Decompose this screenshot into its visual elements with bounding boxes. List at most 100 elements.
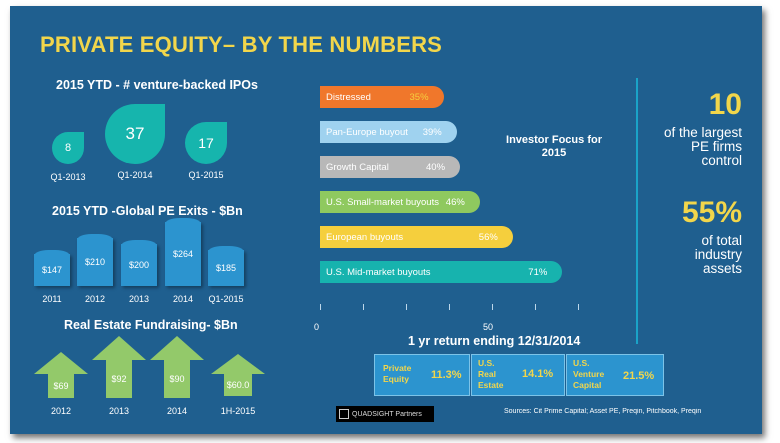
return-label-line: Real — [478, 369, 496, 379]
ipo-leaf-q1-2013: 8 — [52, 132, 84, 164]
exits-heading: 2015 YTD -Global PE Exits - $Bn — [52, 204, 243, 218]
bar-value-label: 40% — [426, 161, 446, 173]
re-label: 2014 — [166, 406, 188, 416]
exit-value: $210 — [84, 257, 106, 267]
bar: European buyouts 56% — [320, 226, 513, 248]
re-label: 2013 — [108, 406, 130, 416]
company-logo: QUADSIGHT Partners — [336, 406, 434, 422]
ipo-leaf-q1-2014: 37 — [105, 104, 165, 164]
arrow-stem: $69 — [48, 374, 74, 398]
exit-bar-2012: $210 — [77, 234, 113, 286]
chart-title: Investor Focus for 2015 — [506, 134, 602, 159]
arrow-head — [150, 336, 204, 360]
arrow-2014: $90 — [150, 336, 204, 398]
return-label-line: Venture — [573, 369, 605, 379]
stat-text-2: of total industry assets — [640, 234, 742, 276]
sources-note: Sources: Cit Prime Capital; Asset PE, Pr… — [504, 408, 702, 415]
bar-value-label: 56% — [478, 231, 498, 243]
stat-line: of total — [701, 233, 742, 248]
axis-tick — [492, 304, 493, 310]
re-label: 1H-2015 — [220, 406, 256, 416]
bar-category-label: U.S. Small-market buyouts — [326, 196, 439, 208]
re-value: $90 — [169, 374, 185, 384]
bar-value-label: 35% — [409, 91, 429, 103]
axis-tick-label: 0 — [314, 322, 320, 332]
arrow-stem: $60.0 — [224, 374, 252, 396]
bar: Growth Capital 40% — [320, 156, 460, 178]
page-title: PRIVATE EQUITY– BY THE NUMBERS — [40, 32, 443, 57]
return-label: Private Equity — [383, 363, 411, 385]
stat-line: industry — [694, 247, 742, 262]
arrow-2012: $69 — [34, 352, 88, 398]
exit-value: $264 — [172, 249, 194, 259]
return-value: 11.3% — [431, 369, 462, 381]
arrow-stem: $90 — [164, 360, 190, 398]
return-box-real-estate: U.S. Real Estate 14.1% — [471, 354, 565, 396]
return-box-venture-capital: U.S. Venture Capital 21.5% — [566, 354, 664, 396]
ipo-label: Q1-2015 — [188, 170, 224, 180]
stat-line: control — [701, 153, 742, 168]
axis-tick — [535, 304, 536, 310]
arrow-head — [211, 354, 265, 374]
investor-focus-chart: Distressed 35% Pan-Europe buyout 39% Growth … — [10, 6, 762, 434]
returns-heading: 1 yr return ending 12/31/2014 — [408, 334, 581, 348]
arrow-stem: $92 — [106, 360, 132, 398]
ipo-value: 8 — [64, 142, 72, 154]
axis-tick — [578, 304, 579, 310]
exit-value: $185 — [215, 263, 237, 273]
stat-line: of the largest — [663, 125, 742, 140]
arrow-head — [34, 352, 88, 374]
exit-bar-q1-2015: $185 — [208, 246, 244, 286]
bar: Pan-Europe buyout 39% — [320, 121, 457, 143]
real-estate-heading: Real Estate Fundraising- $Bn — [64, 318, 238, 332]
exit-label: Q1-2015 — [208, 294, 244, 304]
bar-value-label: 39% — [422, 126, 442, 138]
axis-tick — [449, 304, 450, 310]
exit-bar-2014: $264 — [165, 218, 201, 286]
return-label: U.S. Real Estate — [478, 358, 504, 391]
axis-tick — [320, 304, 321, 310]
exit-value: $147 — [41, 265, 63, 275]
ipo-label: Q1-2013 — [50, 172, 86, 182]
exit-label: 2012 — [84, 294, 106, 304]
stat-text-1: of the largest PE firms control — [640, 126, 742, 168]
ipos-heading: 2015 YTD - # venture-backed IPOs — [56, 78, 258, 92]
bar-value-label: 46% — [445, 196, 465, 208]
bar-value-label: 71% — [528, 266, 548, 278]
return-value: 21.5% — [623, 370, 655, 382]
stat-big-number-1: 10 — [708, 88, 742, 121]
bar-category-label: Distressed — [326, 91, 371, 103]
logo-text: QUADSIGHT Partners — [352, 410, 422, 418]
bar-category-label: European buyouts — [326, 231, 404, 243]
ipo-leaf-q1-2015: 17 — [185, 122, 227, 164]
exit-label: 2013 — [128, 294, 150, 304]
bar: U.S. Small-market buyouts 46% — [320, 191, 480, 213]
re-label: 2012 — [50, 406, 72, 416]
exit-value: $200 — [128, 260, 150, 270]
return-box-private-equity: Private Equity 11.3% — [374, 354, 470, 396]
return-label-line: Capital — [573, 380, 602, 390]
bar-category-label: Growth Capital — [326, 161, 389, 173]
return-label: U.S. Venture Capital — [573, 358, 604, 391]
exit-bar-2011: $147 — [34, 250, 70, 286]
return-label-line: Equity — [383, 374, 409, 384]
exit-label: 2014 — [172, 294, 194, 304]
exit-label: 2011 — [42, 294, 62, 304]
re-value: $92 — [111, 374, 127, 384]
axis-tick-label: 50 — [483, 322, 494, 332]
ipo-label: Q1-2014 — [117, 170, 153, 180]
arrow-1h-2015: $60.0 — [211, 354, 265, 396]
axis-tick — [406, 304, 407, 310]
return-label-line: Private — [383, 363, 412, 373]
stat-big-number-2: 55% — [681, 196, 742, 229]
bar: U.S. Mid-market buyouts 71% — [320, 261, 563, 283]
axis-tick — [363, 304, 364, 310]
bar-category-label: U.S. Mid-market buyouts — [326, 266, 431, 278]
logo-mark-icon — [339, 409, 349, 419]
return-value: 14.1% — [522, 368, 554, 380]
re-value: $69 — [53, 381, 69, 391]
bar-category-label: Pan-Europe buyout — [326, 126, 408, 138]
stat-line: PE firms — [690, 139, 742, 154]
arrow-head — [92, 336, 146, 360]
ipo-value: 17 — [198, 135, 214, 151]
